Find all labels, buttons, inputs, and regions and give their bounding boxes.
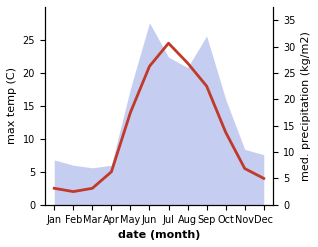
X-axis label: date (month): date (month) <box>118 230 200 240</box>
Y-axis label: max temp (C): max temp (C) <box>7 67 17 144</box>
Y-axis label: med. precipitation (kg/m2): med. precipitation (kg/m2) <box>301 31 311 181</box>
